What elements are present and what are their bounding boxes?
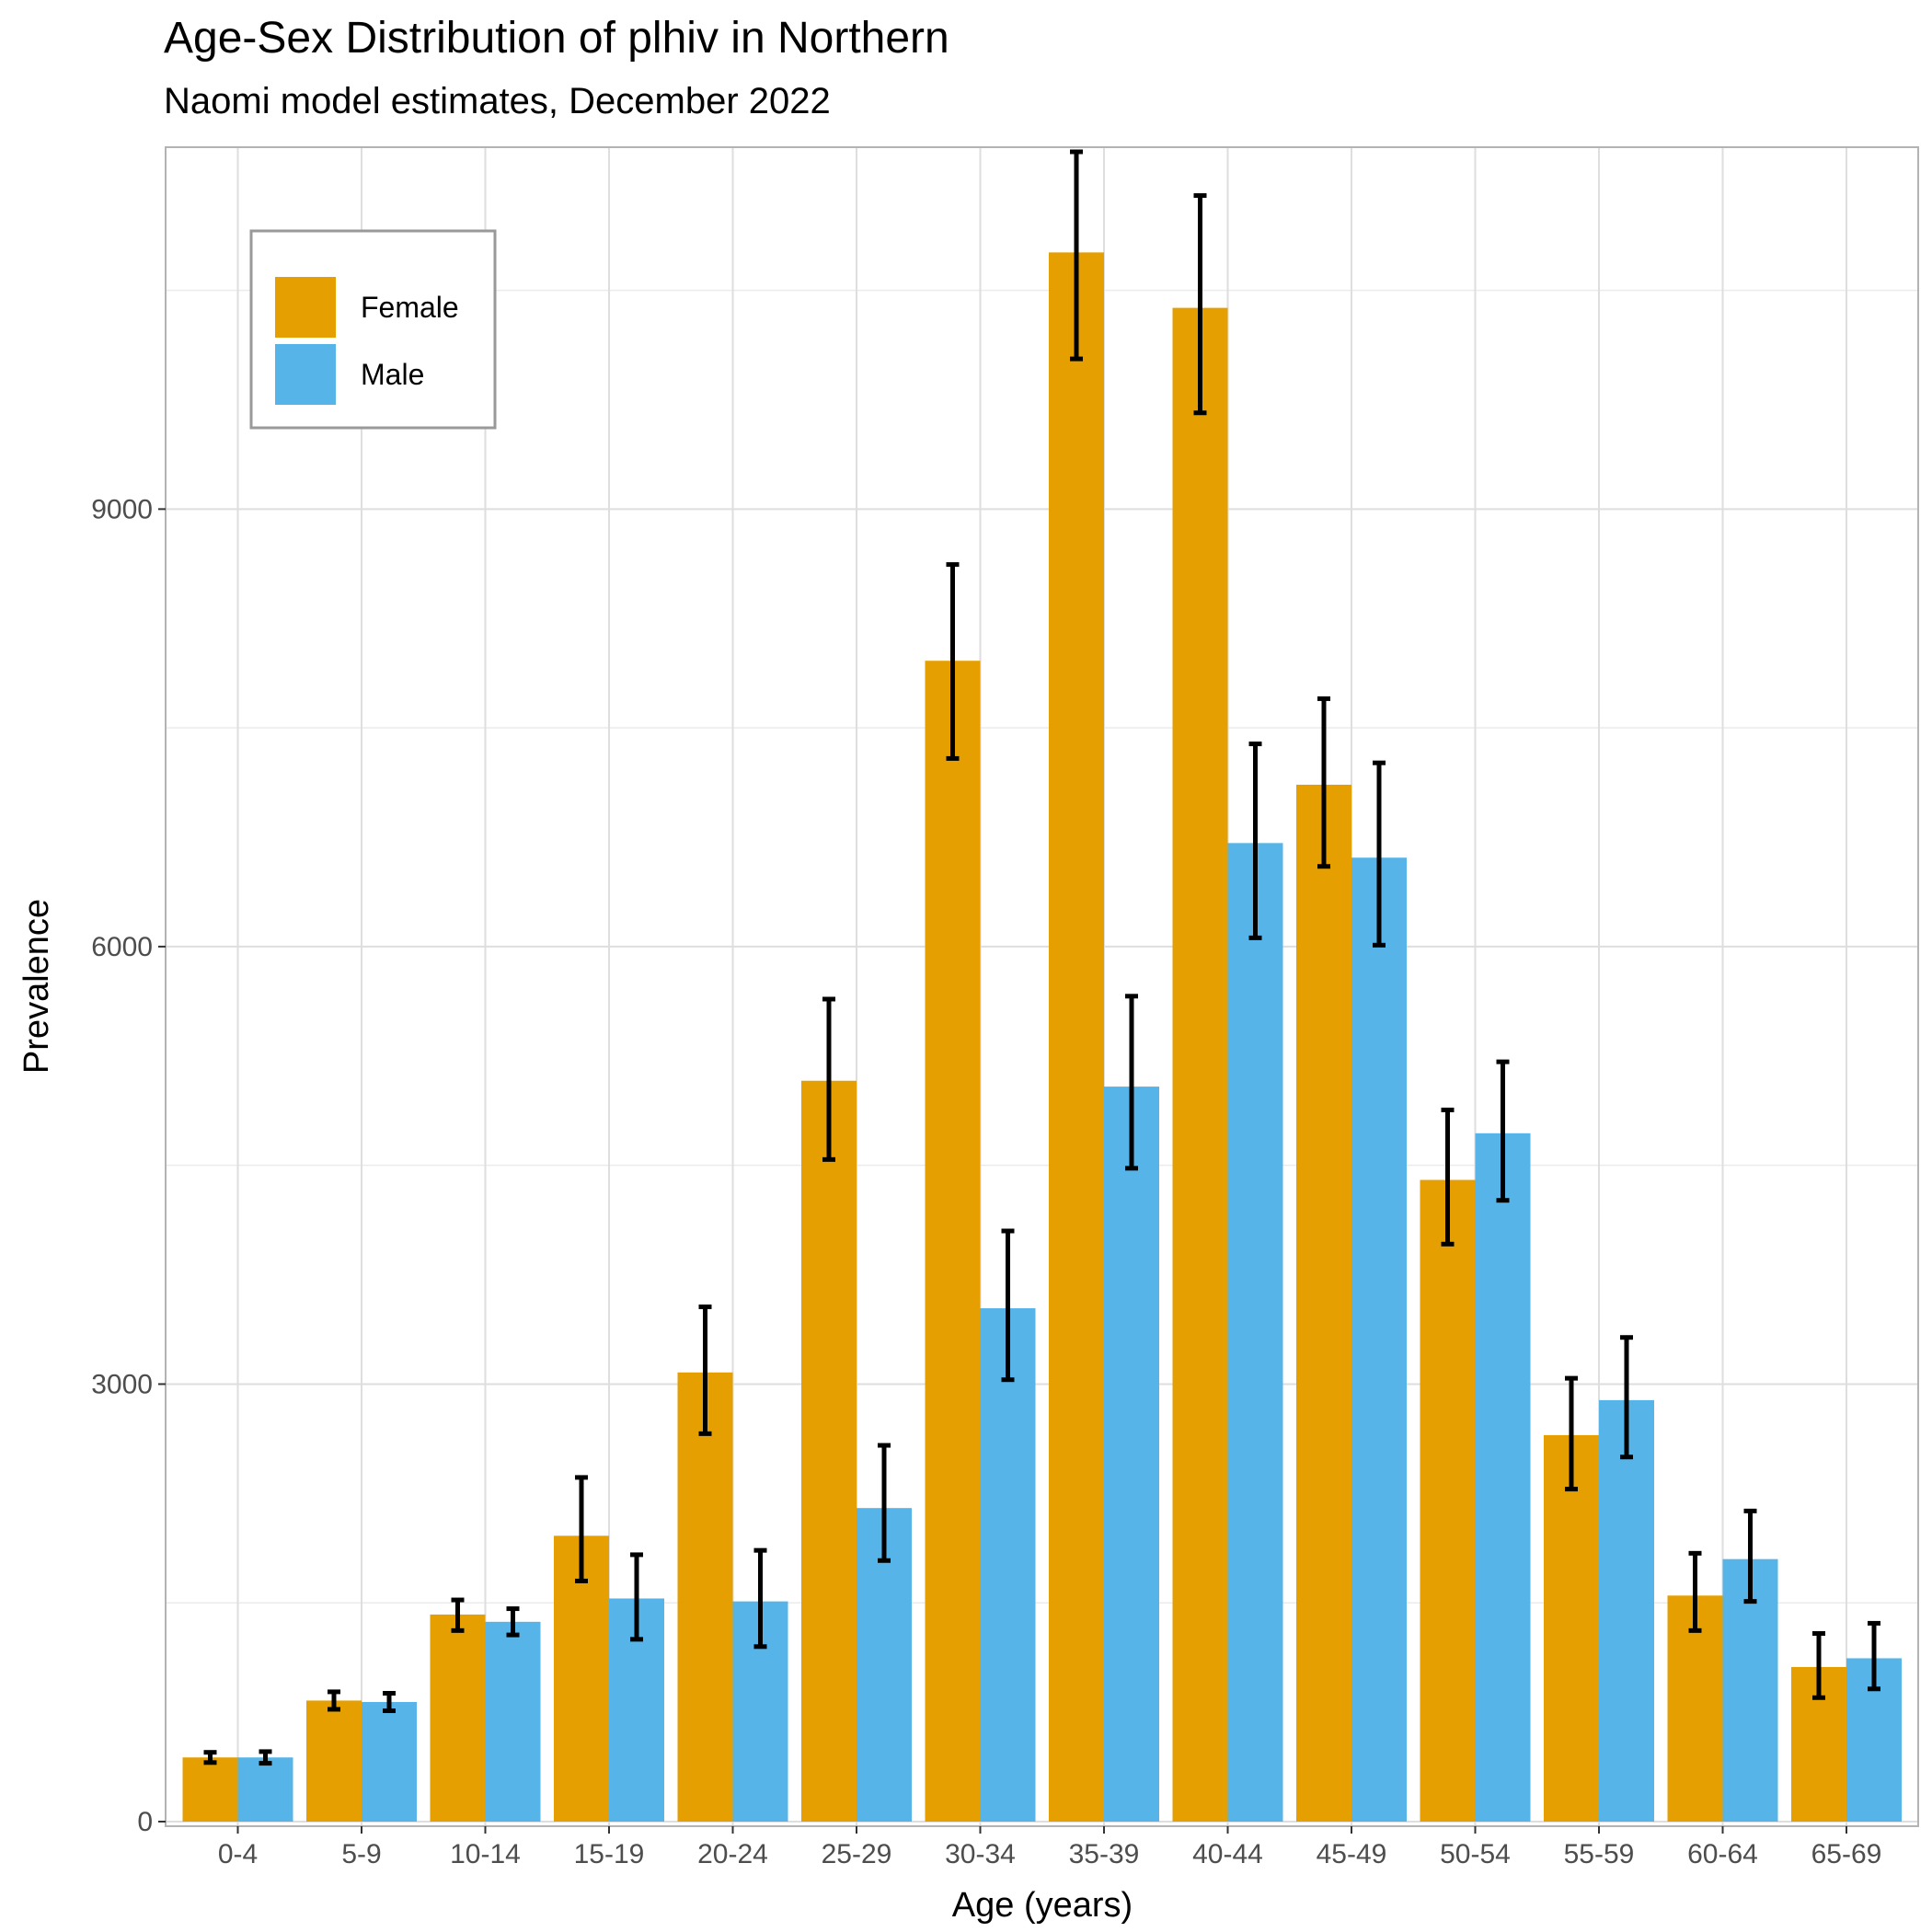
x-tick-label: 55-59	[1564, 1839, 1635, 1869]
x-tick-label: 50-54	[1440, 1839, 1511, 1869]
bar-female-30-34	[925, 661, 981, 1823]
bar-female-15-19	[554, 1535, 609, 1822]
legend-label-female: Female	[361, 291, 459, 324]
error-bar-female-35-39	[1070, 149, 1083, 362]
error-bar-male-15-19	[630, 1552, 643, 1642]
bar-male-45-49	[1351, 857, 1407, 1822]
y-tick-label: 0	[137, 1807, 153, 1837]
bar-male-30-34	[980, 1308, 1036, 1822]
bar-female-10-14	[430, 1614, 486, 1822]
bar-male-35-39	[1104, 1087, 1159, 1822]
error-bar-female-40-44	[1193, 193, 1207, 416]
x-tick-label: 30-34	[945, 1839, 1016, 1869]
x-tick-label: 20-24	[697, 1839, 768, 1869]
error-bar-male-5-9	[383, 1691, 396, 1714]
legend-key-female	[275, 277, 336, 338]
y-tick-label: 6000	[91, 932, 153, 962]
bar-female-25-29	[801, 1080, 857, 1822]
bar-male-50-54	[1475, 1133, 1531, 1822]
y-tick-label: 9000	[91, 494, 153, 524]
x-tick-label: 10-14	[450, 1839, 521, 1869]
chart-subtitle: Naomi model estimates, December 2022	[164, 81, 831, 121]
error-bar-female-20-24	[698, 1304, 712, 1436]
error-bar-male-25-29	[878, 1443, 891, 1563]
error-bar-male-30-34	[1001, 1228, 1015, 1383]
chart-title: Age-Sex Distribution of plhiv in Norther…	[164, 14, 949, 63]
y-axis-title: Prevalence	[17, 899, 56, 1074]
bar-male-0-4	[237, 1757, 293, 1822]
bar-female-20-24	[677, 1372, 733, 1822]
bar-male-10-14	[485, 1621, 541, 1822]
bar-female-0-4	[182, 1757, 238, 1822]
error-bar-male-0-4	[259, 1749, 272, 1766]
bar-female-50-54	[1420, 1179, 1476, 1822]
error-bar-female-5-9	[328, 1689, 340, 1712]
error-bar-male-65-69	[1868, 1620, 1880, 1692]
error-bar-male-35-39	[1125, 994, 1138, 1171]
error-bar-female-15-19	[575, 1475, 588, 1583]
error-bar-female-65-69	[1812, 1631, 1825, 1700]
x-tick-label: 40-44	[1192, 1839, 1263, 1869]
bar-male-55-59	[1599, 1399, 1654, 1822]
bar-female-55-59	[1544, 1434, 1599, 1822]
error-bar-male-20-24	[753, 1547, 767, 1650]
error-bar-female-30-34	[946, 562, 960, 761]
error-bar-female-0-4	[203, 1750, 217, 1765]
error-bar-female-55-59	[1565, 1375, 1578, 1492]
x-tick-label: 35-39	[1069, 1839, 1140, 1869]
y-tick-label: 3000	[91, 1369, 153, 1399]
error-bar-female-25-29	[822, 996, 835, 1162]
x-tick-label: 25-29	[822, 1839, 892, 1869]
legend-label-male: Male	[361, 358, 424, 391]
error-bar-female-50-54	[1441, 1107, 1455, 1247]
x-tick-label: 60-64	[1687, 1839, 1758, 1869]
bar-female-45-49	[1296, 784, 1351, 1823]
x-tick-label: 0-4	[218, 1839, 258, 1869]
error-bar-male-40-44	[1248, 742, 1262, 940]
error-bar-male-55-59	[1620, 1335, 1633, 1460]
error-bar-male-50-54	[1496, 1059, 1510, 1203]
error-bar-male-10-14	[506, 1606, 520, 1638]
plot-border	[165, 146, 1919, 1827]
bar-female-40-44	[1172, 307, 1228, 1823]
x-tick-label: 65-69	[1811, 1839, 1882, 1869]
error-bar-male-60-64	[1743, 1508, 1757, 1604]
error-bar-male-45-49	[1373, 760, 1386, 948]
bar-layer	[182, 252, 1902, 1823]
legend-key-male	[275, 344, 336, 405]
error-bar-female-45-49	[1317, 696, 1330, 869]
x-tick-label: 5-9	[341, 1839, 381, 1869]
axis-layer: 0 3000 6000 9000 0-4 5-9 10-14 15-19 20-24 25-29 3…	[91, 494, 1881, 1869]
bar-male-5-9	[362, 1702, 417, 1822]
legend: Female Male	[249, 229, 497, 430]
error-bar-female-60-64	[1688, 1550, 1702, 1633]
x-axis-title: Age (years)	[952, 1886, 1133, 1925]
x-tick-label: 15-19	[574, 1839, 645, 1869]
error-bar-female-10-14	[451, 1597, 465, 1633]
bar-female-60-64	[1667, 1595, 1723, 1822]
bar-female-5-9	[306, 1700, 362, 1822]
bar-male-40-44	[1227, 843, 1283, 1822]
error-bar-layer	[203, 149, 1880, 1766]
bar-female-35-39	[1049, 252, 1104, 1823]
x-tick-label: 45-49	[1317, 1839, 1387, 1869]
